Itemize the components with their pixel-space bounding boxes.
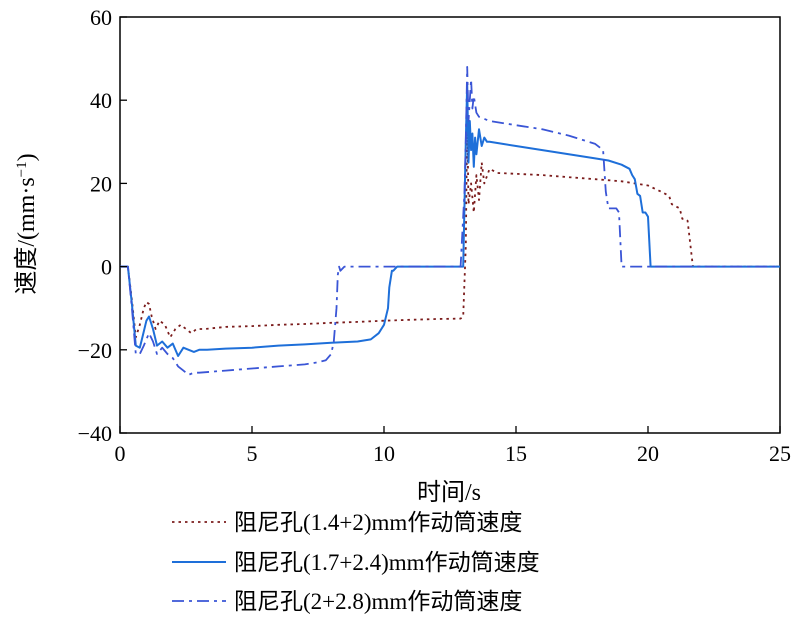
y-tick-label: 60 <box>90 5 112 30</box>
y-axis-title: 速度/(mm·s−1) <box>13 153 40 294</box>
y-tick-label: −20 <box>78 338 112 363</box>
tick-layer: 0 5 10 15 20 25 −40 −20 0 20 40 60 <box>78 5 791 466</box>
y-axis-title-main: 速度/(mm·s <box>13 177 40 294</box>
x-tick-label: 0 <box>115 441 126 466</box>
x-tick-label: 15 <box>505 441 527 466</box>
y-tick-label: −40 <box>78 421 112 446</box>
series-line-3 <box>120 66 780 376</box>
series-line-2 <box>120 82 780 357</box>
legend: 阻尼孔(1.4+2)mm作动筒速度阻尼孔(1.7+2.4)mm作动筒速度阻尼孔(… <box>172 510 540 614</box>
y-axis-title-sup: −1 <box>14 161 30 177</box>
x-tick-label: 20 <box>637 441 659 466</box>
legend-label-1: 阻尼孔(1.4+2)mm作动筒速度 <box>234 510 522 535</box>
series-layer <box>120 66 780 376</box>
plot-area-border <box>119 16 781 434</box>
x-tick-label: 10 <box>373 441 395 466</box>
y-tick-label: 20 <box>90 171 112 196</box>
x-tick-label: 5 <box>247 441 258 466</box>
y-tick-label: 0 <box>101 255 112 280</box>
x-tick-label: 25 <box>769 441 791 466</box>
y-tick-label: 40 <box>90 88 112 113</box>
series-line-1 <box>120 115 780 339</box>
x-axis-title: 时间/s <box>417 479 481 506</box>
legend-label-3: 阻尼孔(2+2.8)mm作动筒速度 <box>234 589 522 614</box>
plot-frame <box>119 16 781 434</box>
legend-label-2: 阻尼孔(1.7+2.4)mm作动筒速度 <box>234 550 540 575</box>
y-axis-title-close: ) <box>14 153 40 161</box>
